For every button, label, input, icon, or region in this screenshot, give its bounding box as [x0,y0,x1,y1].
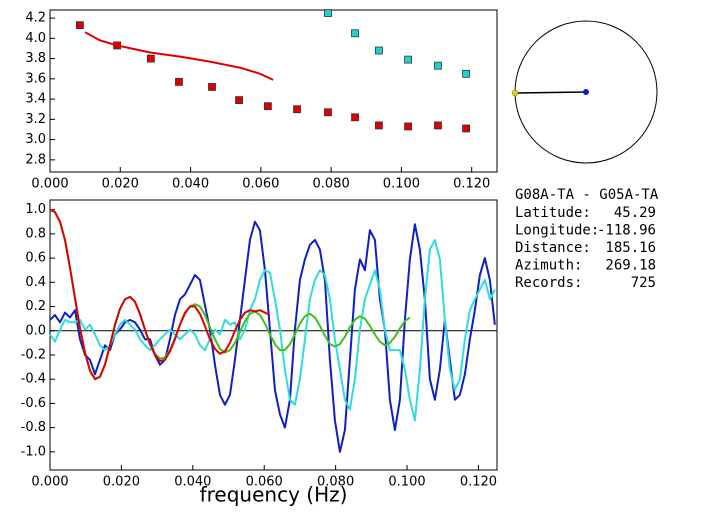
y-tick-label: 0.0 [25,323,46,338]
y-tick-label: 3.4 [25,92,46,107]
y-tick-label: -0.4 [21,372,46,387]
plot-frame [49,9,498,173]
info-value: 185.16 [605,240,656,256]
y-tick-label: -0.8 [21,420,46,435]
info-value: 725 [631,275,656,291]
y-tick-label: 3.2 [25,112,46,127]
data-line [84,31,274,81]
y-tick-label: -1.0 [21,444,46,459]
x-tick-label: 0.060 [242,177,279,192]
info-label: Latitude: [515,205,591,221]
data-point [434,121,442,130]
y-tick-label: 0.4 [25,275,46,290]
y-tick-label: 0.2 [25,299,46,314]
x-tick-label: 0.060 [246,475,283,490]
x-tick-label: 0.100 [383,177,420,192]
x-tick-label: 0.000 [31,177,68,192]
info-value: -118.96 [597,223,656,239]
plot-frame [49,199,498,471]
y-tick-label: 0.6 [25,251,46,266]
x-tick-label: 0.100 [388,475,425,490]
info-label: Azimuth: [515,258,582,274]
y-tick-label: 4.2 [25,11,46,26]
station-info: G08A-TA - G05A-TA Latitude: 45.29 Longitud… [515,187,659,291]
data-point [375,121,383,130]
x-tick-label: 0.000 [31,475,68,490]
data-point [351,113,359,122]
x-tick-label: 0.120 [453,177,490,192]
data-point [351,29,359,38]
data-point [75,21,84,30]
data-line [49,238,496,422]
data-point [404,55,412,64]
y-tick-label: 4.0 [25,31,46,46]
x-tick-label: 0.080 [317,475,354,490]
data-point [175,77,183,86]
data-point [146,54,155,63]
y-tick-label: 0.8 [25,226,46,241]
data-line [49,220,496,453]
center-dot [583,89,589,95]
info-label: Records: [515,275,582,291]
azimuth-line [514,91,587,94]
data-point [462,69,470,78]
data-line [49,208,271,381]
info-label: Longitude: [515,223,599,239]
data-point [263,102,272,111]
data-point [293,105,301,114]
x-tick-label: 0.040 [172,177,209,192]
data-point [434,61,442,70]
plot-panel: 0.000 0.020 0.040 0.060 0.080 0.100 0.120 1.0 0.… [21,199,498,507]
y-tick-label: 3.6 [25,71,46,86]
x-tick-label: 0.040 [174,475,211,490]
y-tick-label: 3.0 [25,132,46,147]
data-point [208,83,216,91]
data-point [375,46,383,55]
info-label: Distance: [515,240,591,256]
y-tick-label: 2.8 [25,152,46,167]
station-pair: G08A-TA - G05A-TA [515,187,659,203]
x-axis-label: frequency (Hz) [200,483,348,507]
x-tick-label: 0.120 [460,475,497,490]
plot-panel: 0.000 0.020 0.040 0.060 0.080 0.100 0.120 4.2 4.… [25,9,498,192]
x-tick-label: 0.020 [103,475,140,490]
y-tick-label: -0.6 [21,396,46,411]
data-point [404,122,412,131]
data-point [235,96,243,105]
data-line [49,208,411,381]
info-value: 45.29 [614,205,656,221]
data-point [462,124,470,133]
x-tick-label: 0.080 [313,177,350,192]
y-tick-label: 1.0 [25,202,46,217]
y-tick-label: -0.2 [21,347,46,362]
info-value: 269.18 [605,258,656,274]
station-dot [511,89,519,97]
data-point [324,9,332,17]
data-point [324,108,332,117]
y-tick-label: 3.8 [25,51,46,66]
x-tick-label: 0.020 [102,177,139,192]
